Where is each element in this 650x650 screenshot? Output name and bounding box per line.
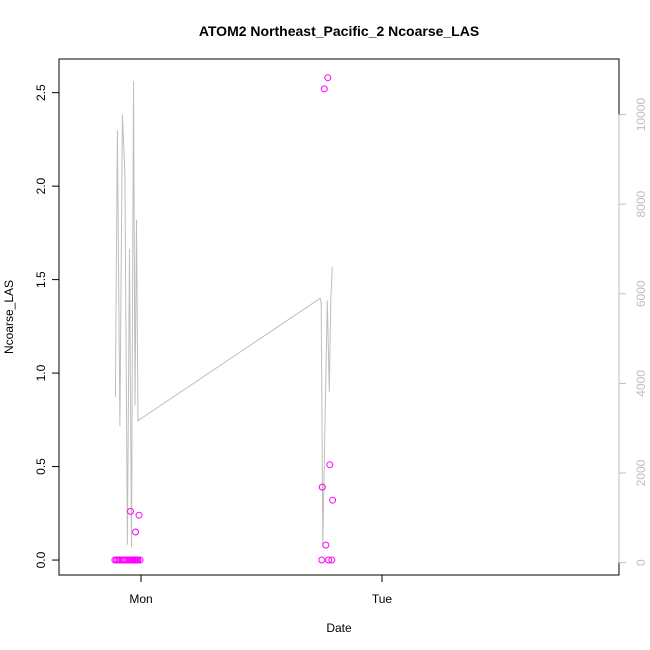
data-point: [134, 556, 142, 564]
plot-area: [58, 58, 620, 576]
right-tick-label: 2000: [634, 459, 648, 486]
data-point: [318, 556, 326, 564]
data-point: [132, 528, 139, 536]
data-point: [328, 556, 336, 564]
right-tick-label: 4000: [634, 370, 648, 397]
data-point: [320, 85, 328, 93]
left-tick-label: 2.5: [34, 84, 48, 101]
x-tick-label: Tue: [372, 592, 393, 606]
left-tick-label: 1.5: [34, 271, 48, 288]
series-line: [114, 80, 333, 548]
left-tick-label: 1.0: [34, 364, 48, 381]
data-point: [135, 511, 143, 519]
right-tick-label: 10000: [634, 98, 648, 132]
data-point: [324, 74, 332, 82]
right-tick-label: 8000: [634, 191, 648, 218]
data-point: [329, 496, 337, 504]
data-point: [322, 541, 330, 549]
left-tick-label: 0.0: [34, 551, 48, 568]
y-axis-label: Ncoarse_LAS: [2, 280, 16, 354]
data-point: [136, 556, 144, 564]
left-tick-label: 0.5: [34, 458, 48, 475]
data-point: [318, 483, 326, 491]
left-tick-label: 2.0: [34, 177, 48, 194]
left-y-axis: 0.0 0.5 1.0 1.5 2.0 2.5: [34, 84, 60, 568]
series-layer: [111, 74, 337, 564]
right-y-axis: 0 2000 4000 6000 8000 10000: [618, 98, 648, 566]
x-axis: Mon Tue: [129, 574, 393, 606]
right-tick-label: 6000: [634, 280, 648, 307]
data-point: [127, 507, 134, 515]
right-tick-label: 0: [634, 559, 648, 566]
x-tick-label: Mon: [129, 592, 152, 606]
data-point: [326, 461, 334, 469]
chart-title: ATOM2 Northeast_Pacific_2 Ncoarse_LAS: [199, 23, 479, 39]
data-point: [325, 556, 333, 564]
x-axis-label: Date: [326, 621, 352, 635]
